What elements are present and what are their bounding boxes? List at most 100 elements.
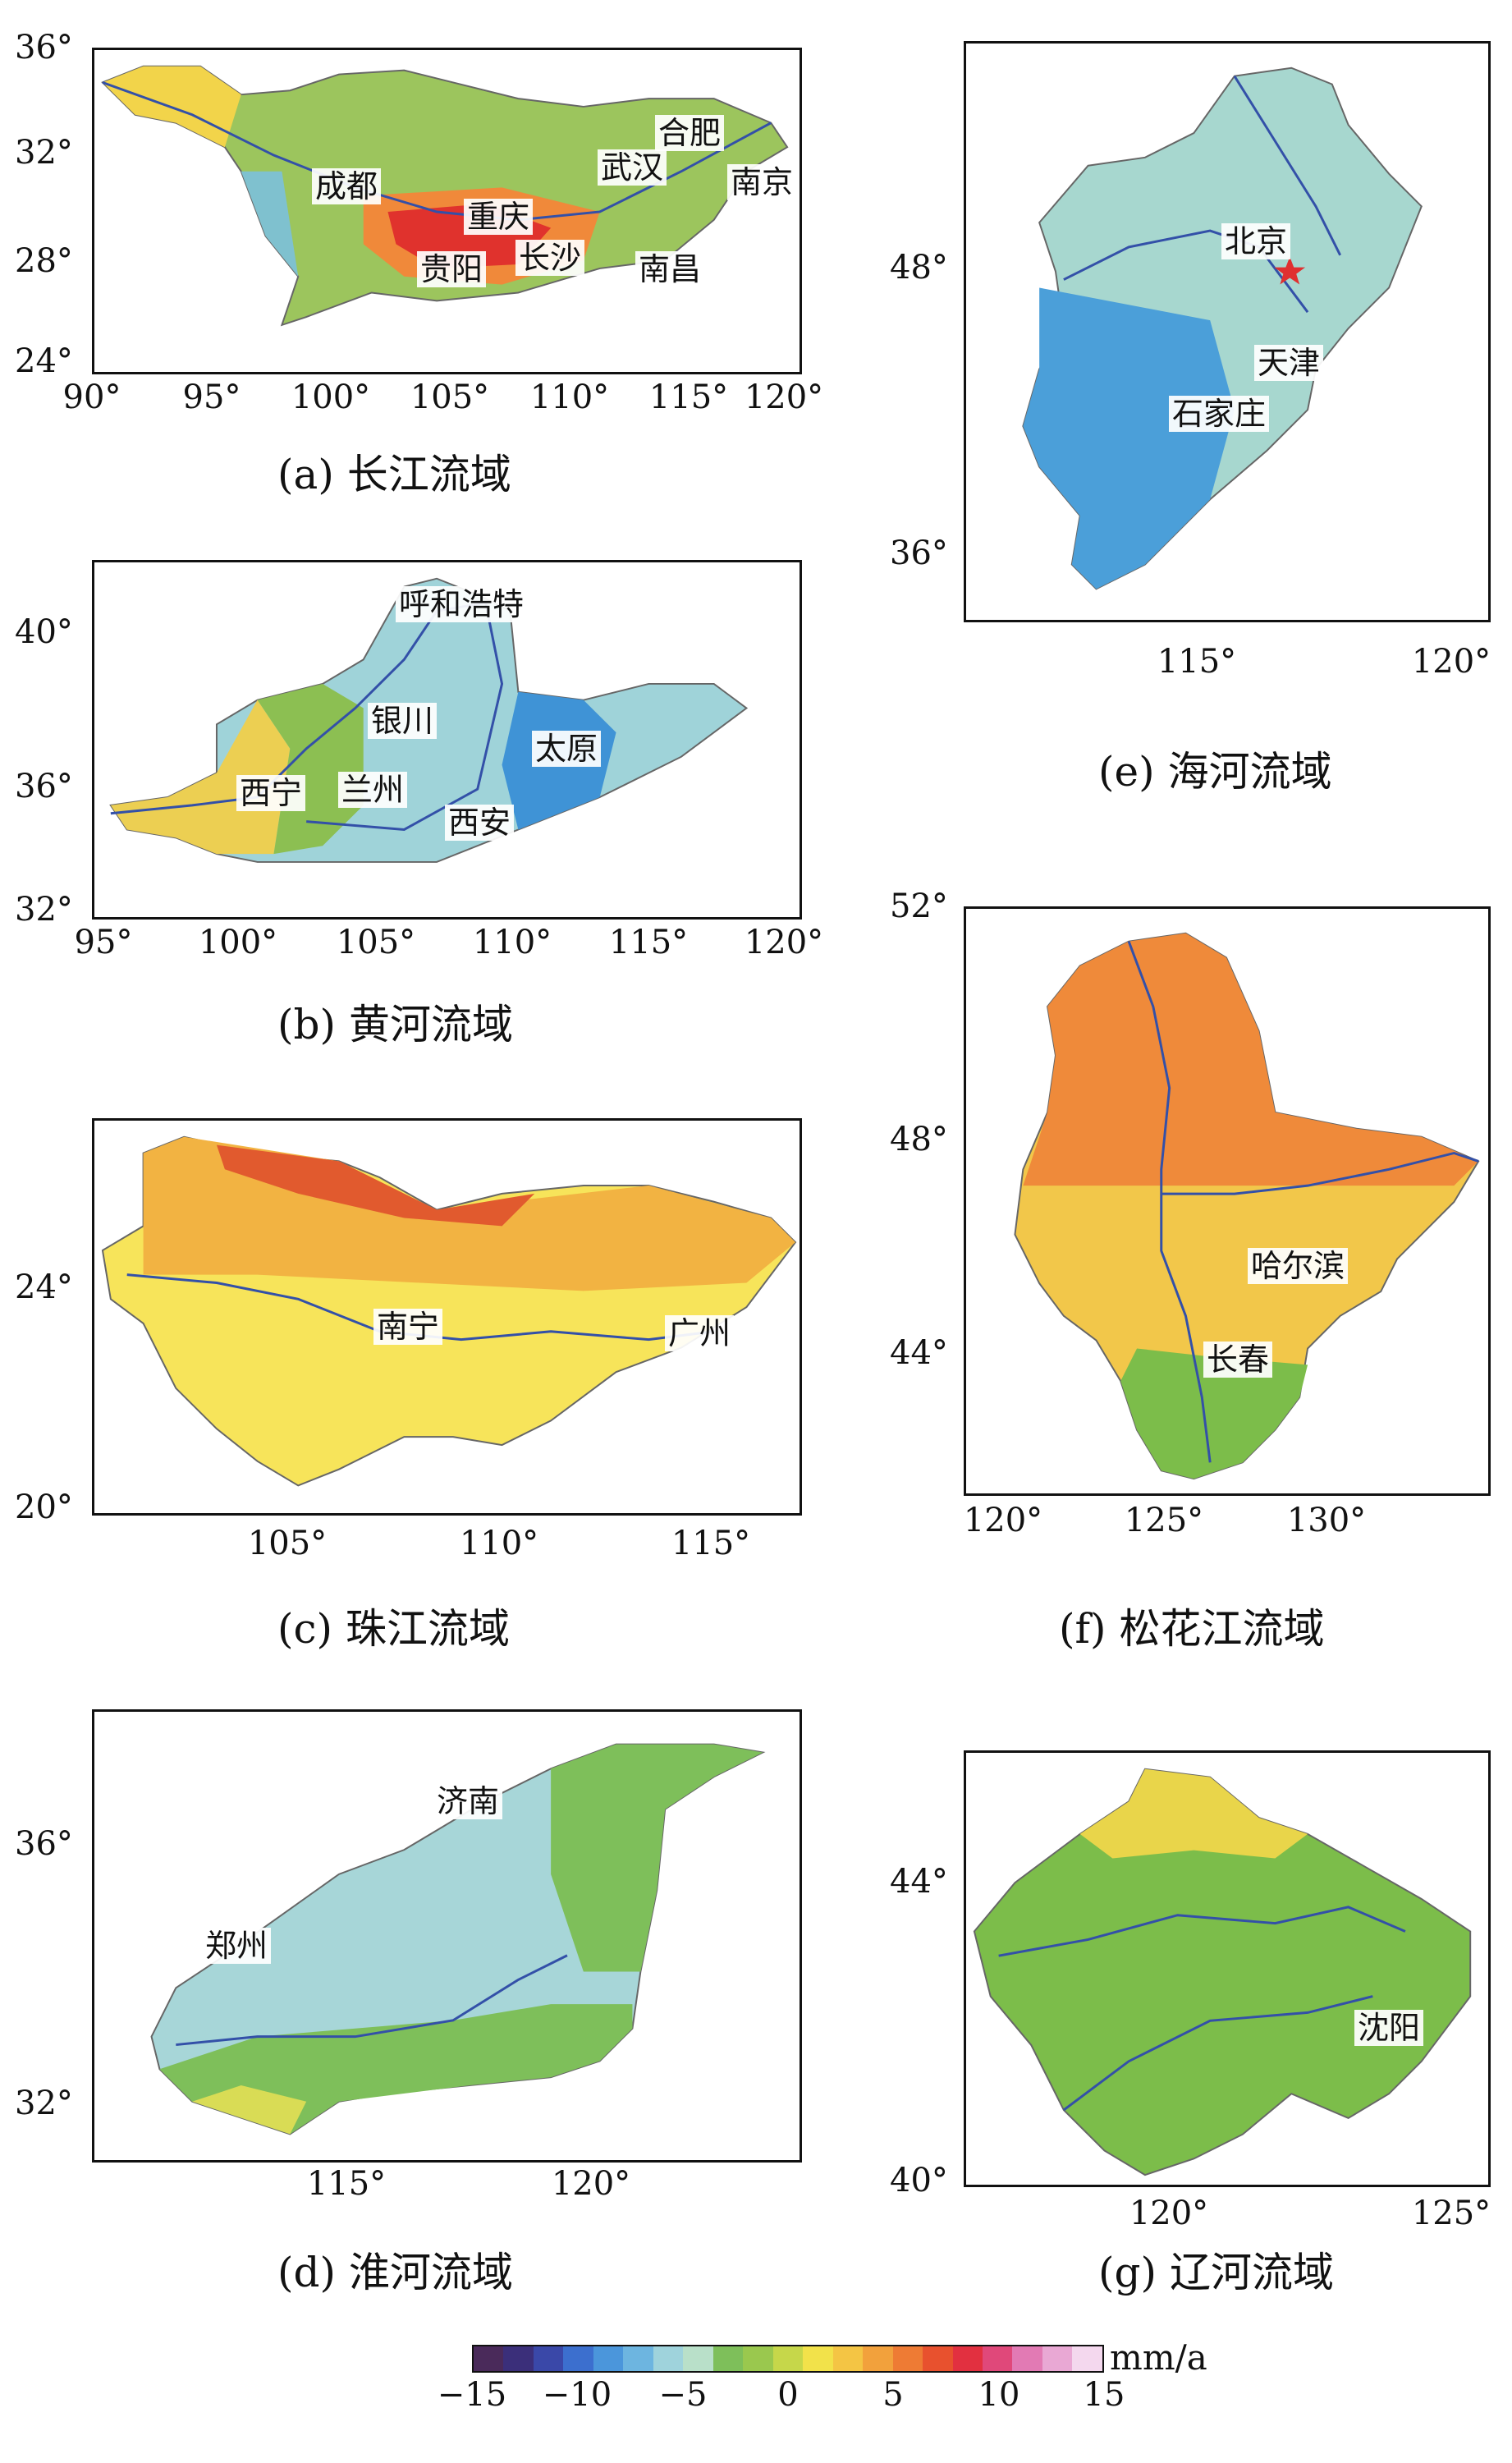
x-tick-a-4: 110° (529, 378, 610, 416)
colorbar-tick-2: −5 (658, 2376, 708, 2414)
map-frame-e (964, 41, 1491, 622)
y-tick-c-1: 20° (15, 1488, 73, 1526)
colorbar-swatch-0 (474, 2346, 504, 2371)
colorbar-swatch-6 (653, 2346, 684, 2371)
city-label-lanzhou: 兰州 (338, 772, 408, 808)
city-label-chengdu: 成都 (312, 168, 382, 204)
colorbar-swatch-19 (1042, 2346, 1073, 2371)
x-tick-a-6: 120° (744, 378, 824, 416)
colorbar-swatch-5 (623, 2346, 653, 2371)
colorbar-swatch-17 (982, 2346, 1013, 2371)
city-label-chongqing: 重庆 (464, 199, 534, 235)
caption-f: (f) 松花江流域 (1059, 1604, 1325, 1653)
y-tick-a-1: 32° (15, 134, 73, 172)
caption-b-tag: (b) (277, 1001, 337, 1048)
caption-e-name: 海河流域 (1167, 748, 1332, 796)
y-tick-g-1: 40° (890, 2162, 948, 2199)
map-d (150, 1743, 766, 2135)
y-tick-b-1: 36° (15, 768, 73, 805)
y-tick-e-0: 48° (890, 249, 948, 287)
colorbar-swatch-15 (923, 2346, 953, 2371)
colorbar-swatch-16 (952, 2346, 983, 2371)
colorbar-swatch-7 (683, 2346, 713, 2371)
colorbar-tick-0: −15 (437, 2376, 507, 2414)
city-label-shijiazhuang: 石家庄 (1169, 396, 1270, 432)
x-tick-b-3: 110° (472, 924, 552, 961)
y-tick-a-3: 24° (15, 342, 73, 380)
map-frame-g (964, 1750, 1491, 2187)
map-f (1014, 932, 1480, 1480)
y-tick-d-1: 32° (15, 2085, 73, 2122)
caption-c: (c) 珠江流域 (277, 1604, 510, 1653)
y-tick-g-0: 44° (890, 1863, 948, 1901)
x-tick-f-2: 130° (1286, 1502, 1367, 1539)
city-label-xian: 西安 (445, 805, 515, 841)
city-label-zhengzhou: 郑州 (202, 1928, 272, 1964)
y-tick-f-0: 52° (890, 888, 948, 925)
map-frame-a (92, 48, 802, 374)
colorbar-swatch-14 (892, 2346, 923, 2371)
x-tick-a-1: 95° (182, 378, 241, 416)
y-tick-e-1: 36° (890, 534, 948, 572)
x-tick-g-0: 120° (1129, 2195, 1209, 2232)
caption-a-name: 长江流域 (346, 451, 511, 498)
y-tick-a-2: 28° (15, 242, 73, 280)
map-g (973, 1768, 1472, 2176)
x-tick-f-0: 120° (963, 1502, 1043, 1539)
y-tick-c-0: 24° (15, 1268, 73, 1306)
caption-c-name: 珠江流域 (346, 1605, 511, 1653)
colorbar-tick-6: 15 (1083, 2376, 1125, 2414)
x-tick-b-5: 120° (744, 924, 824, 961)
x-tick-a-3: 105° (410, 378, 490, 416)
caption-a: (a) 长江流域 (277, 450, 511, 499)
colorbar-swatch-9 (743, 2346, 773, 2371)
y-tick-b-0: 40° (15, 613, 73, 651)
caption-a-tag: (a) (277, 451, 334, 498)
map-e (1022, 67, 1423, 590)
caption-b-name: 黄河流域 (349, 1001, 514, 1048)
x-tick-c-1: 110° (459, 1525, 539, 1562)
city-label-xining: 西宁 (236, 775, 306, 811)
city-label-huhehaote: 呼和浩特 (396, 586, 528, 622)
caption-d-name: 淮河流域 (349, 2249, 514, 2296)
caption-e: (e) 海河流域 (1098, 747, 1332, 796)
city-label-hefei: 合肥 (655, 115, 725, 151)
caption-f-name: 松花江流域 (1119, 1605, 1325, 1653)
colorbar-tick-5: 10 (978, 2376, 1020, 2414)
colorbar-swatch-13 (863, 2346, 893, 2371)
x-tick-b-1: 100° (198, 924, 278, 961)
colorbar-swatch-10 (772, 2346, 804, 2371)
city-label-tianjin: 天津 (1254, 345, 1324, 381)
colorbar-swatch-12 (832, 2346, 864, 2371)
y-tick-f-2: 44° (890, 1334, 948, 1372)
colorbar-swatch-20 (1072, 2346, 1102, 2371)
x-tick-d-1: 120° (551, 2165, 631, 2203)
city-label-nanjing: 南京 (727, 164, 797, 200)
x-tick-e-0: 115° (1157, 643, 1237, 681)
city-label-shenyang: 沈阳 (1354, 2010, 1424, 2046)
colorbar (472, 2345, 1104, 2373)
x-tick-a-0: 90° (62, 378, 121, 416)
city-label-haerbin: 哈尔滨 (1248, 1248, 1349, 1284)
caption-e-tag: (e) (1098, 748, 1155, 796)
caption-g-tag: (g) (1098, 2249, 1157, 2296)
colorbar-swatch-2 (533, 2346, 564, 2371)
colorbar-unit-label: mm/a (1110, 2337, 1207, 2378)
map-frame-b (92, 560, 802, 920)
x-tick-b-4: 115° (608, 924, 689, 961)
colorbar-swatch-3 (563, 2346, 593, 2371)
colorbar-tick-4: 5 (882, 2376, 904, 2414)
city-label-changchun: 长春 (1203, 1342, 1273, 1378)
x-tick-g-1: 125° (1411, 2195, 1491, 2232)
map-frame-d (92, 1709, 802, 2163)
x-tick-a-2: 100° (291, 378, 371, 416)
city-label-yinchuan: 银川 (368, 703, 438, 739)
x-tick-d-0: 115° (306, 2165, 387, 2203)
city-label-guiyang: 贵阳 (417, 251, 487, 287)
city-label-changsha: 长沙 (515, 240, 585, 276)
x-tick-c-0: 105° (247, 1525, 328, 1562)
caption-d: (d) 淮河流域 (277, 2248, 513, 2297)
x-tick-b-2: 105° (336, 924, 416, 961)
city-label-beijing: 北京 (1221, 223, 1291, 259)
capital-star-marker (1274, 256, 1306, 285)
